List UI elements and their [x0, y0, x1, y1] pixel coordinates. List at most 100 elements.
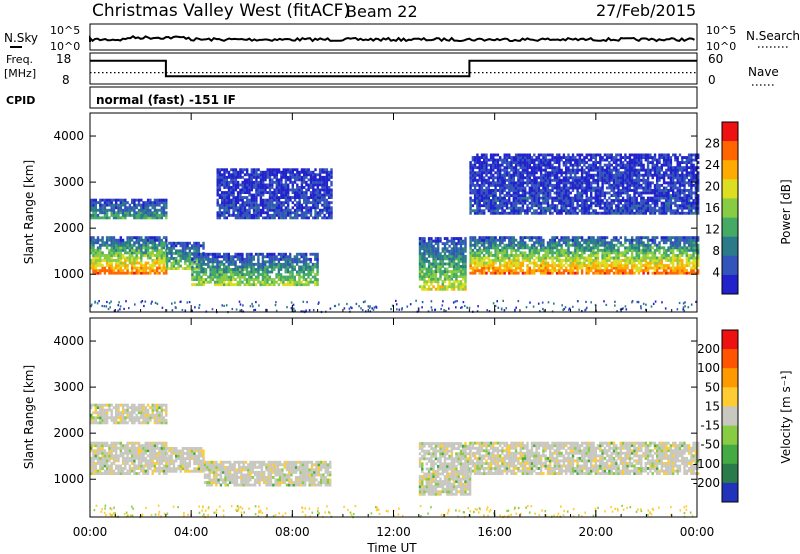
heatmap-cell [119, 254, 122, 257]
heatmap-cell [558, 201, 561, 205]
heatmap-cell [293, 208, 297, 212]
heatmap-cell [539, 261, 543, 265]
heatmap-cell [284, 178, 288, 182]
heatmap-cell [92, 266, 95, 270]
heatmap-cell [476, 158, 479, 162]
heatmap-cell [291, 216, 294, 220]
heatmap-cell [126, 251, 129, 255]
heatmap-cell [580, 206, 584, 210]
heatmap-cell [510, 243, 513, 247]
heatmap-cell [275, 183, 278, 187]
heatmap-cell [314, 183, 317, 187]
heatmap-cell [280, 213, 283, 217]
heatmap-cell [587, 264, 591, 267]
heatmap-cell [418, 252, 422, 256]
heatmap-cell [239, 211, 242, 215]
heatmap-cell [542, 241, 545, 245]
heatmap-cell [585, 191, 588, 195]
heatmap-cell [216, 278, 219, 281]
heatmap-cell [223, 278, 226, 281]
heatmap-cell [544, 196, 547, 200]
heatmap-cell [528, 163, 531, 167]
heatmap-cell [608, 256, 611, 260]
heatmap-cell [296, 183, 299, 187]
heatmap-cell [459, 287, 463, 291]
heatmap-cell [108, 251, 111, 255]
heatmap-cell [430, 262, 433, 266]
heatmap-cell [227, 275, 230, 279]
heatmap-cell [151, 266, 154, 270]
heatmap-cell [321, 188, 324, 192]
heatmap-cell [300, 168, 304, 172]
heatmap-cell [303, 178, 306, 182]
heatmap-cell [505, 168, 509, 172]
heatmap-cell [257, 262, 260, 266]
heatmap-cell [236, 175, 240, 179]
heatmap-cell [282, 275, 285, 279]
heatmap-cell [669, 236, 673, 240]
heatmap-cell [469, 241, 472, 245]
heatmap-cell [535, 189, 538, 192]
heatmap-cell [592, 201, 595, 205]
heatmap-cell [261, 270, 265, 274]
heatmap-cell [667, 264, 670, 267]
heatmap-cell [434, 287, 438, 291]
heatmap-cell [521, 173, 525, 177]
heatmap-cell [273, 173, 276, 177]
heatmap-cell [489, 171, 493, 175]
heatmap-cell [305, 280, 308, 284]
heatmap-cell [485, 186, 488, 190]
heatmap-cell [687, 236, 691, 240]
heatmap-cell [549, 189, 552, 192]
heatmap-cell [300, 275, 303, 279]
heatmap-cell [605, 271, 609, 275]
heatmap-cell [202, 268, 205, 271]
heatmap-cell [216, 188, 219, 192]
heatmap-cell [519, 209, 522, 213]
heatmap-cell [418, 259, 422, 263]
heatmap-cell [234, 270, 237, 274]
heatmap-cell [220, 260, 224, 264]
heatmap-cell [628, 241, 632, 245]
heatmap-cell [186, 267, 189, 270]
heatmap-cell [499, 183, 502, 187]
heatmap-cell [204, 257, 208, 261]
heatmap-cell [503, 168, 506, 172]
heatmap-cell [656, 256, 659, 260]
heatmap-cell [503, 158, 506, 162]
heatmap-cell [286, 268, 290, 271]
heatmap-cell [165, 254, 169, 258]
heatmap-cell [510, 236, 513, 240]
heatmap-cell [452, 247, 456, 251]
heatmap-cell [496, 259, 500, 262]
heatmap-cell [245, 262, 249, 266]
heatmap-cell [248, 260, 251, 264]
heatmap-cell [599, 189, 602, 192]
heatmap-cell [457, 254, 460, 258]
heatmap-cell [583, 181, 586, 185]
heatmap-cell [275, 275, 278, 279]
heatmap-cell [115, 201, 118, 205]
heatmap-cell [284, 168, 288, 172]
heatmap-cell [567, 201, 570, 205]
heatmap-cell [678, 236, 682, 240]
heatmap-cell [494, 199, 497, 202]
heatmap-cell [521, 269, 525, 273]
heatmap-cell [494, 196, 497, 200]
heatmap-cell [268, 183, 272, 187]
heatmap-cell [653, 251, 657, 255]
heatmap-cell [305, 273, 308, 276]
heatmap-cell [558, 259, 561, 262]
heatmap-cell [156, 198, 159, 202]
station-title: Christmas Valley West (fitACF) [92, 1, 350, 21]
heatmap-cell [225, 255, 228, 259]
heatmap-cell [117, 261, 120, 265]
heatmap-cell [92, 269, 95, 273]
heatmap-cell [323, 193, 326, 197]
heatmap-cell [462, 262, 465, 266]
heatmap-cell [508, 153, 511, 157]
heatmap-cell [142, 264, 145, 267]
heatmap-cell [225, 180, 228, 184]
heatmap-cell [277, 198, 281, 202]
heatmap-cell [255, 201, 258, 205]
